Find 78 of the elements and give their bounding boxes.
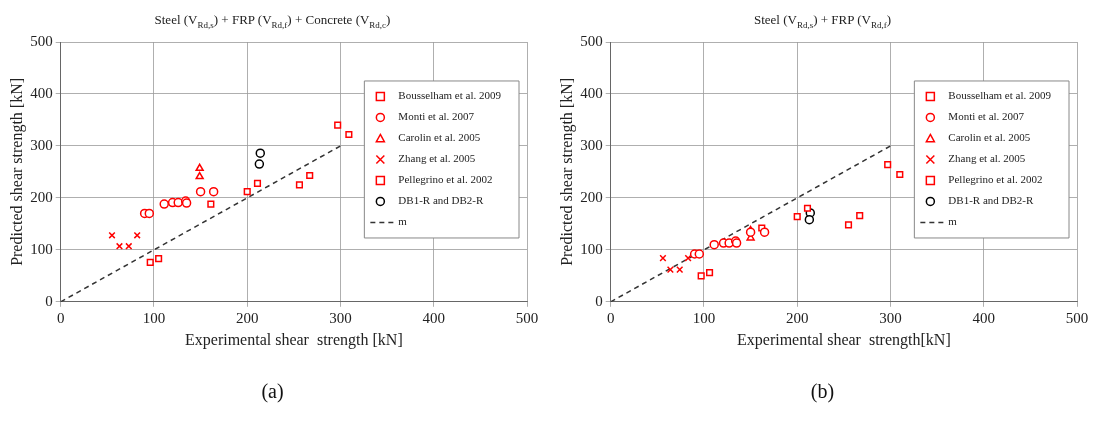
x-tick-label: 400 — [422, 309, 445, 326]
point — [144, 208, 155, 219]
point — [856, 211, 864, 220]
legend-label: DB1-R and DB2-R — [948, 194, 1034, 207]
point — [345, 130, 353, 139]
x-axis-title: Experimental shear strength [kN] — [185, 330, 403, 349]
point — [159, 199, 169, 209]
chart-title: Steel (V$_{Rd,s}$) + FRP (V$_{Rd,f}$) — [752, 12, 893, 30]
y-axis-title: Predicted shear strength [kN] — [557, 77, 576, 266]
legend-label: Pellegrino et al. 2002 — [948, 173, 1043, 186]
x-axis-title: Experimental shear strength[kN] — [737, 330, 951, 349]
y-tick-label: 200 — [30, 188, 53, 205]
point — [155, 255, 163, 263]
x-tick-label: 0 — [56, 309, 65, 326]
point — [666, 266, 674, 274]
point — [803, 204, 812, 212]
point — [306, 171, 314, 180]
x-tick-label: 100 — [692, 309, 716, 326]
y-tick-label: 300 — [30, 136, 53, 153]
x-tick-label: 400 — [972, 309, 995, 326]
legend-label: Carolin et al. 2005 — [948, 131, 1031, 144]
point — [146, 258, 154, 266]
point — [255, 148, 266, 158]
legend-label: Zhang et al. 2005 — [398, 152, 476, 165]
legend-label: Zhang et al. 2005 — [948, 152, 1026, 165]
legend-label: Monti et al. 2007 — [948, 110, 1025, 123]
y-tick-label: 500 — [30, 32, 53, 49]
y-axis-title: Predicted shear strength [kN] — [7, 77, 26, 266]
point — [243, 188, 251, 196]
y-tick-label: 100 — [30, 240, 53, 257]
point — [195, 163, 204, 172]
y-tick-label: 400 — [580, 84, 603, 101]
legend-label: DB1-R and DB2-R — [398, 194, 484, 207]
point — [709, 239, 719, 250]
point — [195, 171, 204, 180]
point — [208, 186, 219, 197]
legend-label: Bousselham et al. 2009 — [398, 89, 502, 102]
y-tick-label: 100 — [580, 240, 603, 257]
x-tick-label: 0 — [606, 309, 615, 326]
point — [804, 214, 815, 225]
point — [884, 161, 892, 169]
point — [253, 179, 262, 187]
x-tick-label: 200 — [235, 309, 259, 326]
point — [697, 272, 705, 280]
point — [793, 213, 801, 221]
point — [896, 170, 904, 179]
x-tick-label: 100 — [142, 309, 166, 326]
text: (b) — [809, 380, 836, 403]
x-tick-label: 300 — [329, 309, 352, 326]
point — [694, 249, 705, 259]
x-tick-label: 500 — [515, 309, 539, 326]
y-tick-label: 300 — [580, 136, 603, 153]
y-tick-label: 0 — [45, 292, 53, 309]
point — [684, 254, 692, 262]
point — [207, 200, 215, 208]
point — [254, 159, 265, 169]
chart-title: Steel (V$_{Rd,s}$) + FRP (V$_{Rd,f}$) + Concrete (V$_{Rd,c}$) — [153, 12, 392, 30]
x-tick-label: 200 — [785, 309, 809, 326]
point — [759, 227, 770, 237]
point — [195, 186, 206, 197]
legend-label: Pellegrino et al. 2002 — [398, 173, 493, 186]
x-tick-label: 300 — [879, 309, 902, 326]
point — [295, 181, 304, 189]
y-tick-label: 200 — [580, 188, 603, 205]
point — [705, 269, 714, 277]
legend-label: Carolin et al. 2005 — [398, 131, 481, 144]
point — [334, 121, 342, 129]
legend-label: m — [948, 215, 958, 228]
x-tick-label: 500 — [1065, 309, 1089, 326]
y-tick-label: 0 — [595, 292, 603, 309]
text: (a) — [260, 380, 285, 403]
point — [844, 221, 853, 229]
point — [125, 242, 133, 250]
legend-label: Bousselham et al. 2009 — [948, 89, 1052, 102]
y-tick-label: 400 — [30, 84, 53, 101]
legend-label: m — [398, 215, 408, 228]
legend-label: Monti et al. 2007 — [398, 110, 475, 123]
y-tick-label: 500 — [580, 32, 603, 49]
